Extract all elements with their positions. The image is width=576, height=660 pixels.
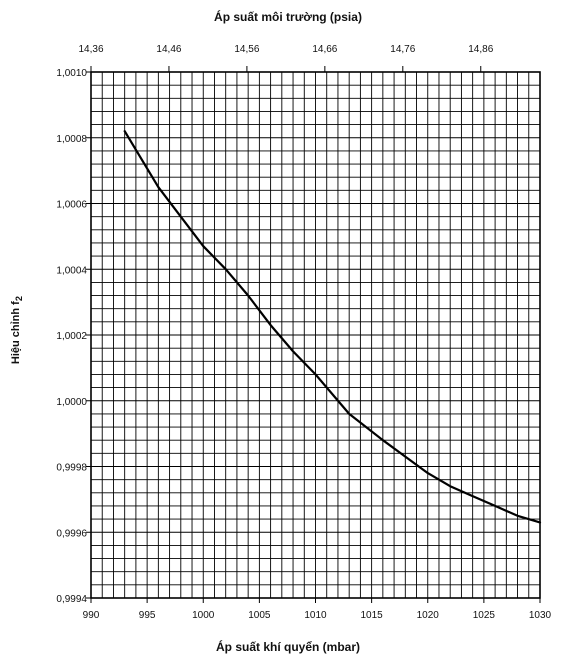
x-tick-label: 1005 [248, 610, 271, 621]
y-tick-label: 1,0004 [56, 265, 87, 276]
y-tick-label: 1,0010 [56, 68, 87, 79]
x-tick-label: 1015 [361, 610, 384, 621]
y-tick-label: 1,0002 [56, 331, 87, 342]
x2-tick-label: 14,66 [312, 44, 337, 55]
x2-tick-label: 14,46 [156, 44, 181, 55]
bottom-axis-title: Áp suất khí quyển (mbar) [215, 640, 361, 654]
series-line [123, 130, 542, 524]
x2-tick-label: 14,36 [78, 44, 103, 55]
x-tick-label: 995 [139, 610, 156, 621]
x-tick-label: 1020 [417, 610, 440, 621]
y-tick-label: 1,0000 [56, 397, 87, 408]
y-tick-label: 1,0006 [56, 200, 87, 211]
y-tick-label: 0,9998 [56, 463, 87, 474]
y-tick-label: 0,9994 [56, 594, 87, 605]
x-tick-label: 1030 [529, 610, 552, 621]
x-tick-label: 1000 [192, 610, 215, 621]
x-tick-label: 1025 [473, 610, 496, 621]
x2-tick-label: 14,56 [234, 44, 259, 55]
x-tick-label: 1010 [304, 610, 327, 621]
y-tick-label: 1,0008 [56, 134, 87, 145]
grid-lines [91, 72, 540, 598]
y-tick-label: 0,9996 [56, 528, 87, 539]
top-axis-title: Áp suất môi trường (psia) [214, 10, 362, 24]
x2-tick-label: 14,76 [390, 44, 415, 55]
x-tick-label: 990 [83, 610, 100, 621]
x2-tick-label: 14,86 [468, 44, 493, 55]
